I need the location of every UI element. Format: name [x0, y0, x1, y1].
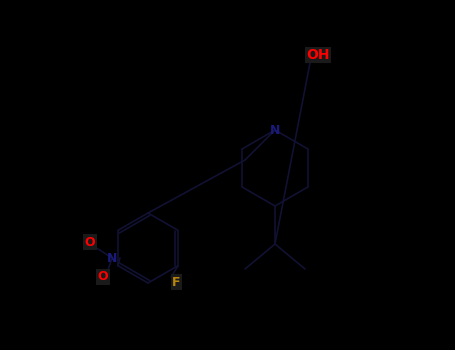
Text: N: N	[107, 252, 117, 265]
Text: OH: OH	[306, 48, 330, 62]
Text: N: N	[270, 124, 280, 136]
Text: F: F	[172, 275, 180, 288]
Text: O: O	[85, 236, 95, 248]
Text: O: O	[98, 271, 108, 284]
